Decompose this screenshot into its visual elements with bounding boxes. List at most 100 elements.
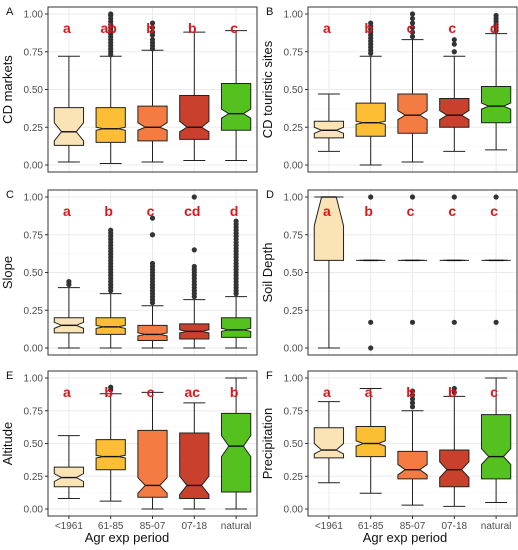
box-a-1: a (53, 20, 85, 163)
significance-letter: d (230, 203, 239, 219)
outlier-point (149, 20, 156, 26)
box-f-3: b (397, 384, 428, 506)
notched-box (439, 98, 470, 128)
box-b-2: b (355, 20, 386, 166)
panel-tag: D (266, 189, 274, 201)
significance-letter: b (104, 203, 113, 219)
y-tick-label: 0.25 (24, 472, 44, 483)
outlier-point (493, 12, 499, 19)
notched-box (137, 105, 168, 142)
outlier-point (108, 11, 114, 17)
outlier-point (409, 20, 416, 26)
outlier-point (368, 20, 374, 26)
box-b-3: c (397, 11, 428, 163)
panel-e: a b c ac b 0.00 0.25 0.50 0.75 1.00 Altitude E <1961… (0, 370, 258, 532)
panel-tag: E (6, 370, 13, 382)
significance-letter: a (323, 384, 331, 400)
y-tick-label: 0.50 (24, 85, 44, 96)
notched-box (313, 196, 345, 261)
significance-letter: b (364, 20, 373, 36)
box-b-1: a (313, 20, 345, 152)
panel-d: a b c c c 0.00 0.25 0.50 0.75 1.00 Soil Depth D (260, 189, 518, 356)
box-c-5: d (220, 203, 252, 349)
box-d-1: a (313, 196, 345, 349)
y-tick-label: 0.25 (24, 306, 44, 317)
outlier-point (493, 194, 499, 200)
notched-box (313, 120, 345, 139)
notched-box (313, 427, 345, 459)
y-axis-title: Soil Depth (260, 243, 275, 303)
x-tick-label: 07-18 (442, 521, 468, 532)
outlier-point (149, 232, 156, 238)
x-tick-label: 07-18 (182, 521, 208, 532)
outlier-point (409, 34, 416, 40)
y-tick-label: 0.50 (24, 268, 44, 279)
significance-letter: b (230, 384, 239, 400)
box-f-2: a (355, 384, 386, 494)
box-e-1: a (53, 384, 85, 500)
x-tick-label: natural (221, 521, 252, 532)
box-e-5: b (220, 377, 252, 510)
notched-box (95, 439, 126, 471)
notched-box (355, 425, 386, 458)
y-tick-label: 0.50 (284, 85, 304, 96)
y-tick-label: 0.00 (284, 344, 304, 355)
panel-tag: F (266, 370, 273, 382)
significance-letter: a (63, 203, 71, 219)
outlier-point (409, 29, 416, 35)
box-a-2: ab (95, 11, 126, 164)
notched-box (480, 85, 512, 124)
y-tick-label: 0.25 (284, 123, 304, 134)
notched-box (179, 432, 210, 500)
notched-box (355, 102, 386, 137)
y-tick-label: 0.50 (284, 439, 304, 450)
box-a-4: b (179, 20, 210, 161)
outlier-point (409, 194, 416, 200)
outlier-point (451, 389, 457, 396)
outlier-point (409, 404, 416, 410)
y-axis-title: CD touristic sites (260, 40, 275, 138)
y-tick-label: 0.00 (24, 161, 44, 172)
significance-letter: c (147, 384, 155, 400)
outlier-point (493, 319, 499, 325)
outlier-point (191, 194, 197, 200)
notched-box (179, 95, 210, 140)
significance-letter: ac (185, 384, 201, 400)
y-tick-label: 0.75 (24, 406, 44, 417)
x-axis-title-right: Agr exp period (363, 530, 448, 545)
x-tick-label: 61-85 (98, 521, 124, 532)
notched-box (220, 317, 252, 338)
significance-letter: c (490, 203, 498, 219)
x-tick-label: 85-07 (400, 521, 426, 532)
significance-letter: c (407, 20, 415, 36)
notched-box (397, 450, 428, 480)
outlier-point (149, 215, 156, 221)
outlier-point (108, 384, 114, 390)
box-d-4: c (439, 194, 469, 325)
outlier-point (149, 24, 156, 31)
y-axis-title: Slope (0, 256, 15, 289)
y-tick-label: 0.75 (284, 406, 304, 417)
significance-letter: ab (101, 20, 117, 36)
significance-letter: c (407, 203, 415, 219)
significance-letter: b (364, 203, 373, 219)
box-f-5: c (480, 377, 512, 503)
significance-letter: c (490, 384, 498, 400)
panel-a: a ab b b c 0.00 0.25 0.50 0.75 1.00 CD markets A (0, 6, 258, 173)
y-tick-label: 1.00 (284, 374, 304, 385)
notched-box (137, 429, 168, 498)
outlier-point (149, 260, 156, 267)
box-c-3: c (137, 203, 168, 349)
outlier-point (451, 319, 457, 325)
x-tick-label: 61-85 (358, 521, 384, 532)
notched-box (220, 412, 252, 493)
outlier-point (451, 385, 457, 392)
y-tick-label: 1.00 (284, 10, 304, 21)
outlier-point (409, 319, 416, 325)
significance-letter: a (365, 384, 373, 400)
outlier-point (368, 345, 374, 351)
y-axis-title: CD markets (0, 55, 15, 124)
x-tick-label: <1961 (315, 521, 344, 532)
significance-letter: c (448, 203, 456, 219)
